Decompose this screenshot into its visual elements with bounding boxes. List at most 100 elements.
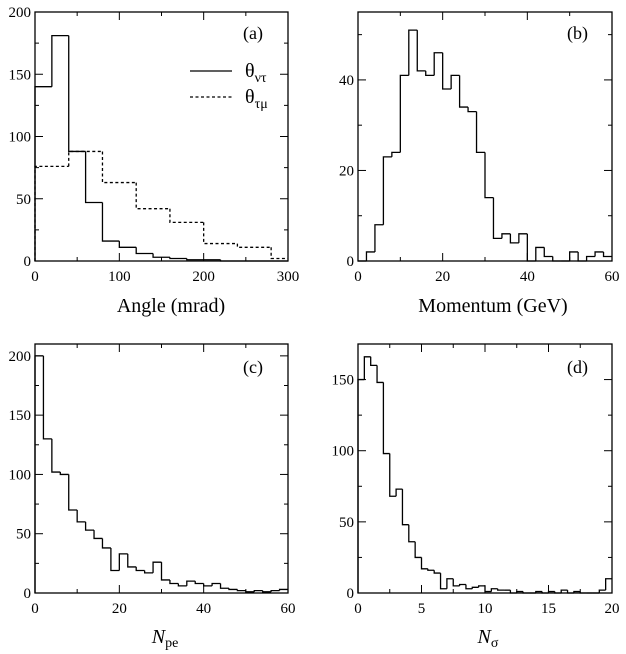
hist-bin — [446, 578, 454, 589]
hist-bin — [186, 258, 204, 261]
panel-d: 0 5 10 15 20 0 50 100 150 (d) Nσ — [332, 343, 620, 651]
hist-bin — [401, 489, 409, 526]
x-tick-label: 20 — [435, 269, 450, 285]
hist-bin — [68, 35, 86, 153]
hist-bin — [84, 151, 103, 204]
y-tick-label: 40 — [339, 73, 354, 89]
y-tick-label: 0 — [24, 254, 32, 270]
hist-bin — [219, 583, 229, 589]
y-tick-label: 20 — [339, 163, 354, 179]
hist-bin — [425, 70, 435, 77]
panel-label: (c) — [243, 357, 263, 378]
hist-bin — [135, 182, 170, 210]
x-tick-label: 60 — [605, 269, 620, 285]
hist-bin — [370, 356, 378, 366]
hist-bin — [509, 233, 519, 244]
hist-bin — [236, 243, 272, 248]
x-tick-label: 0 — [354, 269, 362, 285]
plot-frame — [34, 343, 289, 594]
histograms — [34, 35, 288, 262]
histograms — [358, 29, 612, 262]
hist-bin — [414, 541, 422, 559]
legend-label-theta-tau-mu: θτμ — [245, 86, 268, 112]
hist-bin — [186, 580, 196, 586]
y-tick-label: 0 — [347, 254, 355, 270]
plot-frame — [357, 11, 613, 262]
hist-bin — [160, 562, 170, 581]
hist-bin — [101, 202, 120, 242]
hist-bin — [34, 165, 69, 261]
axis-ticks: 0 5 10 15 20 0 50 100 150 — [332, 344, 620, 617]
hist-bin — [101, 538, 111, 549]
y-tick-label: 150 — [332, 373, 355, 389]
hist-bin — [270, 247, 288, 260]
y-tick-label: 50 — [16, 192, 31, 208]
legend-label-theta-nu-tau: θντ — [245, 60, 267, 86]
hist-bin — [194, 581, 204, 585]
hist-bin — [478, 585, 485, 588]
hist-bin — [93, 530, 103, 540]
hist-bin — [169, 579, 179, 585]
x-tick-label: 100 — [108, 269, 131, 285]
hist-bin — [492, 197, 502, 240]
hist-bin — [382, 382, 390, 455]
hist-bin — [376, 365, 384, 384]
plot-frame — [357, 343, 613, 594]
hist-bin — [236, 589, 246, 592]
hist-bin — [420, 557, 428, 570]
x-tick-label: 0 — [354, 601, 362, 617]
hist-bin — [497, 588, 505, 591]
hist-bin — [101, 151, 137, 184]
hist-bin — [554, 591, 562, 594]
y-tick-label: 200 — [9, 349, 32, 365]
x-tick-label: 200 — [192, 269, 215, 285]
hist-bin — [374, 224, 384, 252]
panel-b: 0 20 40 60 0 20 40 (b) Momentum (GeV) — [339, 11, 620, 317]
hist-bin — [594, 251, 604, 257]
hist-bin — [389, 453, 397, 497]
histograms — [357, 356, 612, 594]
y-tick-label: 50 — [339, 515, 354, 531]
hist-bin — [110, 547, 120, 572]
hist-bin — [228, 588, 238, 591]
hist-bin — [127, 553, 137, 568]
hist-bin — [439, 573, 447, 590]
hist-bin — [535, 246, 545, 261]
hist-bin — [416, 30, 426, 72]
hist-bin — [408, 524, 416, 543]
hist-bin — [245, 590, 255, 593]
x-tick-label: 300 — [277, 269, 300, 285]
hist-bin — [450, 74, 460, 89]
y-tick-label: 0 — [24, 586, 32, 602]
hist-bin — [522, 591, 530, 594]
axis-ticks: 0 20 40 60 0 50 100 150 200 — [9, 344, 296, 617]
hist-bin — [59, 472, 69, 476]
hist-bin — [602, 251, 612, 258]
y-tick-label: 100 — [9, 130, 32, 146]
hist-bin — [501, 233, 511, 239]
hist-bin — [442, 52, 452, 90]
y-tick-label: 0 — [347, 586, 355, 602]
hist-bin — [552, 256, 562, 262]
histograms — [34, 355, 288, 593]
hist-bin — [605, 578, 612, 591]
plot-frame — [34, 11, 289, 262]
x-axis-label: Momentum (GeV) — [418, 295, 567, 317]
hist-bin — [408, 29, 418, 76]
y-tick-label: 50 — [16, 527, 31, 543]
hist-bin — [270, 589, 280, 592]
hist-bin — [278, 588, 288, 591]
hist-bin — [34, 86, 52, 261]
hist-bin — [391, 151, 401, 157]
hist-bin — [518, 233, 528, 243]
legend: θντ θτμ — [190, 60, 268, 112]
hist-bin — [152, 561, 162, 573]
x-tick-label: 15 — [541, 601, 556, 617]
hist-bin — [203, 222, 238, 245]
hist-bin — [585, 255, 596, 261]
hist-bin — [452, 578, 460, 587]
hist-bin — [535, 590, 543, 593]
hist-bin — [526, 233, 536, 262]
hist-bin — [219, 259, 238, 262]
hist-bin — [382, 156, 392, 225]
